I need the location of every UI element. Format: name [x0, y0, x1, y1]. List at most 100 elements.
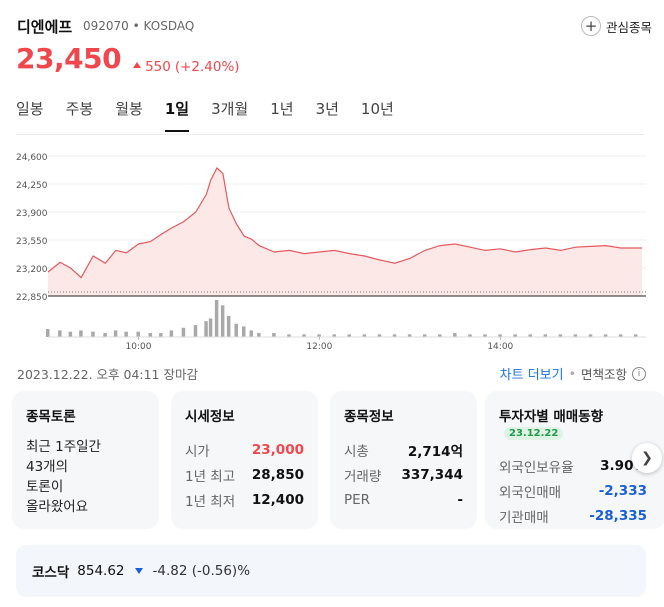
- tab-monthly[interactable]: 월봉: [115, 100, 143, 118]
- info-row-volume: 거래량 337,344: [344, 462, 463, 487]
- volume-bar: [573, 334, 578, 337]
- market-cap-label: 시총: [344, 443, 369, 460]
- market-name: KOSDAQ: [143, 19, 195, 33]
- add-watchlist-button[interactable]: + 관심종목: [580, 14, 652, 38]
- tab-1year[interactable]: 1년: [270, 100, 294, 118]
- volume-bar: [618, 334, 623, 337]
- down-arrow-icon: [134, 568, 143, 574]
- per-value: -: [457, 491, 463, 508]
- discussion-line: 최근 1주일간: [26, 439, 101, 455]
- volume-bar: [513, 334, 517, 337]
- more-chart-link[interactable]: 차트 더보기: [499, 368, 564, 383]
- x-tick-label: 14:00: [487, 342, 513, 352]
- volume-bar: [453, 333, 457, 337]
- volume-bar: [220, 305, 225, 337]
- volume-bar: [234, 323, 238, 337]
- discussion-line: 토론이: [26, 479, 64, 495]
- current-price: 23,450: [16, 42, 122, 75]
- discussion-title: 종목토론: [26, 409, 76, 425]
- tab-3years[interactable]: 3년: [315, 100, 339, 118]
- y-tick-label: 23,200: [16, 265, 48, 275]
- chart-links: 차트 더보기 • 면책조항 i: [500, 364, 646, 383]
- y-tick-label: 23,550: [16, 237, 48, 247]
- y-tick-label: 22,850: [16, 293, 48, 303]
- info-icon[interactable]: i: [632, 366, 646, 381]
- market-timestamp: 2023.12.22. 오후 04:11 장마감: [17, 367, 198, 382]
- volume-bar: [528, 334, 532, 337]
- discussion-summary: 최근 1주일간 43개의 토론이 올라왔어요: [26, 437, 145, 517]
- year-high-value: 28,850: [251, 466, 304, 483]
- tab-1day[interactable]: 1일: [164, 98, 190, 132]
- stock-code: 092070: [83, 19, 129, 33]
- y-tick-label: 24,600: [16, 153, 48, 163]
- change-amount: 550: [145, 58, 171, 75]
- volume-bar: [377, 334, 382, 337]
- year-low-label: 1년 최저: [185, 493, 236, 510]
- quote-card[interactable]: 시세정보 시가 23,000 1년 최고 28,850 1년 최저 12,400: [171, 391, 318, 529]
- volume-bar: [226, 315, 231, 337]
- volume-bar: [362, 334, 367, 337]
- quote-row-low: 1년 최저 12,400: [185, 487, 304, 512]
- investor-row-foreign-trade: 외국인매매 -2,333: [499, 478, 647, 503]
- open-value: 23,000: [251, 441, 304, 458]
- quote-row-open: 시가 23,000: [185, 437, 304, 462]
- market-cap-value: 2,714억: [407, 443, 463, 460]
- index-value: 854.62: [77, 563, 125, 579]
- foreign-trade-label: 외국인매매: [499, 484, 562, 501]
- tab-3months[interactable]: 3개월: [211, 100, 249, 118]
- quote-row-high: 1년 최고 28,850: [185, 462, 304, 487]
- next-cards-button[interactable]: ❯: [632, 443, 662, 473]
- stock-info-card[interactable]: 종목정보 시총 2,714억 거래량 337,344 PER -: [330, 391, 477, 529]
- chart-footer: 2023.12.22. 오후 04:11 장마감 차트 더보기 • 면책조항 i: [17, 364, 646, 383]
- volume-bar: [317, 334, 321, 337]
- volume-bar: [181, 327, 186, 337]
- volume-bar: [91, 331, 95, 337]
- tab-weekly[interactable]: 주봉: [65, 100, 94, 118]
- open-label: 시가: [185, 443, 210, 460]
- volume-bar: [347, 334, 352, 337]
- stock-name: 디엔에프: [17, 18, 73, 36]
- year-low-value: 12,400: [251, 491, 304, 508]
- volume-bar: [483, 334, 487, 337]
- tab-daily[interactable]: 일봉: [16, 100, 44, 118]
- per-label: PER: [344, 491, 371, 508]
- volume-bar: [46, 329, 50, 337]
- y-tick-label: 23,900: [16, 209, 48, 219]
- volume-bar: [588, 334, 593, 337]
- disclaimer-link[interactable]: 면책조항: [580, 367, 627, 382]
- change-percent: (+2.40%): [174, 58, 240, 75]
- volume-bar: [204, 321, 208, 337]
- index-name: 코스닥: [32, 565, 70, 581]
- stock-info-title: 종목정보: [344, 409, 394, 425]
- plus-icon: +: [580, 16, 601, 36]
- volume-bar: [103, 333, 107, 337]
- volume-bar: [558, 334, 563, 337]
- volume-bar: [113, 330, 118, 337]
- volume-bar: [392, 334, 397, 337]
- volume-bar: [543, 334, 548, 337]
- foreign-trade-value: -2,333: [598, 482, 647, 499]
- discussion-card[interactable]: 종목토론 최근 1주일간 43개의 토론이 올라왔어요: [12, 391, 159, 529]
- volume-bar: [208, 318, 213, 337]
- volume-bar: [603, 334, 608, 337]
- price-chart-svg: 24,600 24,250 23,900 23,550 23,200 22,850 10:0…: [16, 153, 646, 352]
- chevron-right-icon: ❯: [641, 450, 653, 466]
- volume-bar: [302, 334, 306, 337]
- volume-value: 337,344: [401, 466, 464, 483]
- volume-bar: [468, 334, 472, 337]
- volume-bar: [287, 334, 291, 337]
- index-bar[interactable]: 코스닥 854.62 -4.82 (-0.56)%: [16, 545, 646, 597]
- tab-10years[interactable]: 10년: [360, 100, 394, 118]
- link-separator: •: [568, 366, 576, 381]
- foreign-ratio-label: 외국인보유율: [499, 459, 574, 476]
- index-change: -4.82 (-0.56)%: [152, 563, 251, 579]
- year-high-label: 1년 최고: [185, 468, 236, 485]
- volume-bar: [634, 334, 638, 337]
- price-row: 23,450 550 (+2.40%): [16, 42, 240, 82]
- volume-bar: [193, 325, 198, 337]
- info-row-per: PER -: [344, 487, 463, 512]
- volume-bar: [272, 333, 276, 337]
- discussion-line: 올라왔어요: [26, 499, 89, 515]
- intraday-chart[interactable]: 24,600 24,250 23,900 23,550 23,200 22,850 10:0…: [16, 140, 646, 352]
- quote-title: 시세정보: [185, 409, 235, 425]
